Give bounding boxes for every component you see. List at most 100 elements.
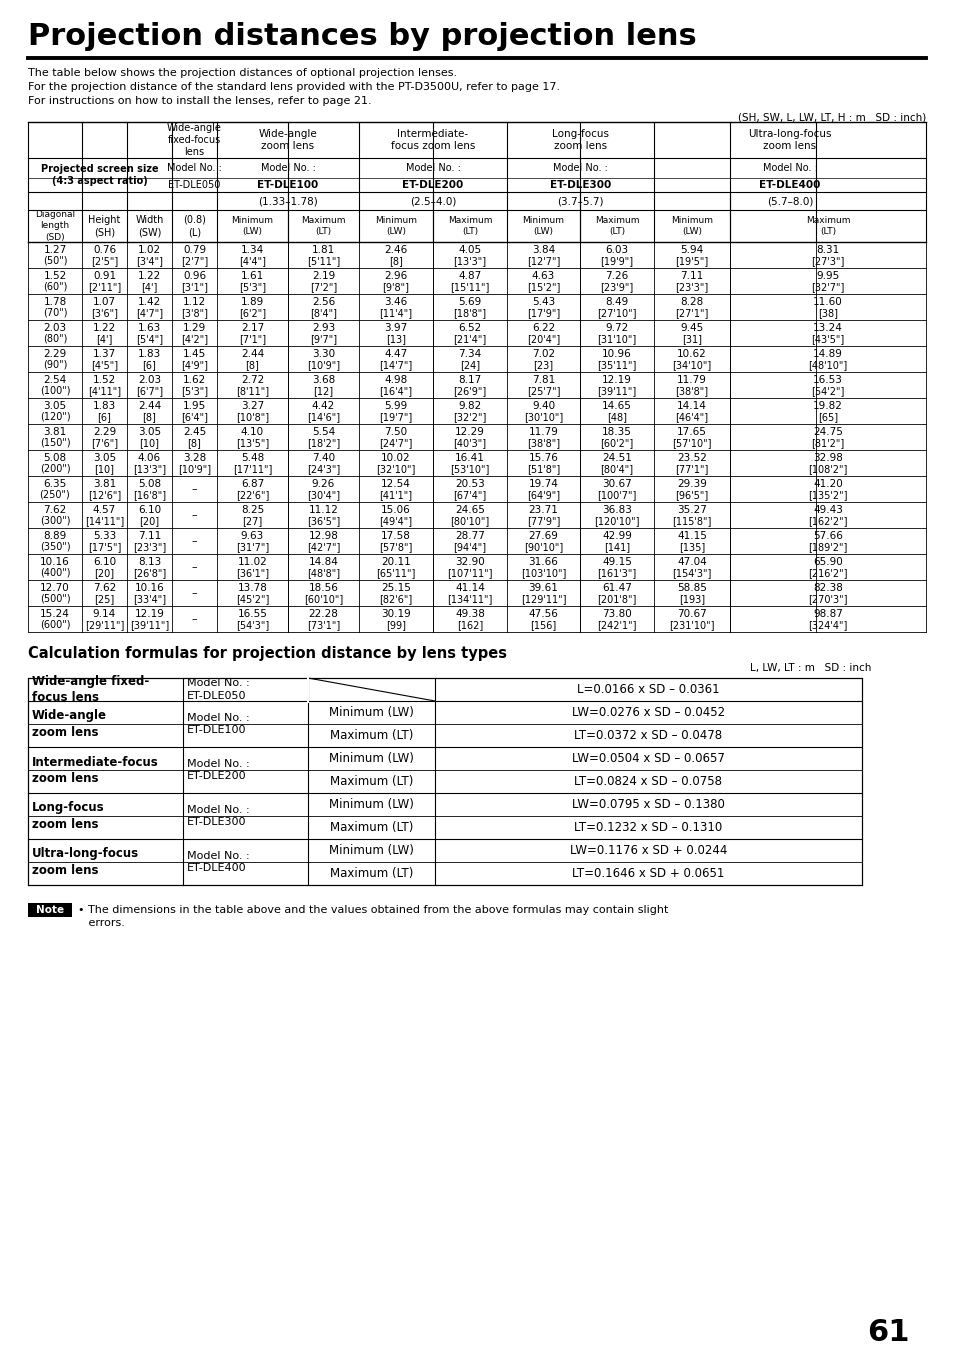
Text: [51'8"]: [51'8"]	[526, 464, 559, 473]
Text: (150"): (150")	[40, 437, 71, 448]
Text: [38'8"]: [38'8"]	[526, 437, 559, 448]
Text: Model No. :
ET-DLE400: Model No. : ET-DLE400	[187, 851, 250, 873]
Text: 30.19: 30.19	[381, 608, 411, 619]
Text: [5'11"]: [5'11"]	[307, 256, 340, 266]
Text: [100'7"]: [100'7"]	[597, 490, 636, 499]
Text: [7'6"]: [7'6"]	[91, 437, 118, 448]
Text: [29'11"]: [29'11"]	[85, 619, 124, 630]
Text: 3.05: 3.05	[44, 401, 67, 411]
Text: 14.84: 14.84	[308, 557, 338, 567]
Text: 1.07: 1.07	[92, 297, 116, 308]
Text: 3.28: 3.28	[183, 453, 206, 463]
Text: [25]: [25]	[94, 594, 114, 604]
Text: 29.39: 29.39	[677, 479, 706, 490]
Text: [53'10"]: [53'10"]	[450, 464, 489, 473]
Text: [3'4"]: [3'4"]	[136, 256, 163, 266]
Text: 3.81: 3.81	[92, 479, 116, 490]
Text: [77'9"]: [77'9"]	[526, 515, 559, 526]
Text: 27.69: 27.69	[528, 532, 558, 541]
Text: 11.60: 11.60	[812, 297, 842, 308]
Text: [14'7"]: [14'7"]	[379, 360, 413, 370]
Text: L, LW, LT : m   SD : inch: L, LW, LT : m SD : inch	[749, 662, 870, 673]
Text: [13'3"]: [13'3"]	[453, 256, 486, 266]
Text: 15.06: 15.06	[381, 505, 411, 515]
Text: 9.72: 9.72	[605, 322, 628, 333]
Text: Minimum
(LW): Minimum (LW)	[522, 216, 564, 236]
Text: L=0.0166 x SD – 0.0361: L=0.0166 x SD – 0.0361	[577, 683, 720, 696]
Text: 9.26: 9.26	[312, 479, 335, 490]
Text: 5.99: 5.99	[384, 401, 407, 411]
Text: –: –	[192, 510, 197, 519]
Text: 3.46: 3.46	[384, 297, 407, 308]
Text: 2.03: 2.03	[44, 322, 67, 333]
Text: [10]: [10]	[139, 437, 159, 448]
Text: 9.45: 9.45	[679, 322, 703, 333]
Text: 1.22: 1.22	[138, 271, 161, 281]
Text: [81'2"]: [81'2"]	[810, 437, 843, 448]
Text: Projected screen size
(4:3 aspect ratio): Projected screen size (4:3 aspect ratio)	[41, 163, 158, 186]
Text: [54'2"]: [54'2"]	[810, 386, 843, 395]
Text: 2.56: 2.56	[312, 297, 335, 308]
Bar	[28, 902, 71, 917]
Text: 36.83: 36.83	[601, 505, 631, 515]
Text: 5.08: 5.08	[44, 453, 67, 463]
Text: (3.7–5.7): (3.7–5.7)	[557, 196, 603, 206]
Text: [11'4"]: [11'4"]	[379, 308, 412, 318]
Text: 20.11: 20.11	[381, 557, 411, 567]
Text: [2'7"]: [2'7"]	[181, 256, 208, 266]
Text: 2.29: 2.29	[43, 349, 67, 359]
Text: [80'10"]: [80'10"]	[450, 515, 489, 526]
Text: 23.52: 23.52	[677, 453, 706, 463]
Text: [65]: [65]	[817, 411, 837, 422]
Text: [65'11"]: [65'11"]	[375, 568, 416, 577]
Text: [34'10"]: [34'10"]	[672, 360, 711, 370]
Text: [94'4"]: [94'4"]	[453, 542, 486, 552]
Text: [9'7"]: [9'7"]	[310, 333, 336, 344]
Text: 7.81: 7.81	[532, 375, 555, 384]
Text: 49.38: 49.38	[455, 608, 484, 619]
Text: 1.42: 1.42	[138, 297, 161, 308]
Text: 7.11: 7.11	[679, 271, 703, 281]
Text: 1.62: 1.62	[183, 375, 206, 384]
Text: [31'7"]: [31'7"]	[235, 542, 269, 552]
Text: 9.14: 9.14	[92, 608, 116, 619]
Text: [12'7"]: [12'7"]	[526, 256, 559, 266]
Text: [3'6"]: [3'6"]	[91, 308, 118, 318]
Text: 1.29: 1.29	[183, 322, 206, 333]
Text: [99]: [99]	[386, 619, 406, 630]
Text: 4.87: 4.87	[457, 271, 481, 281]
Text: 1.12: 1.12	[183, 297, 206, 308]
Text: [60'2"]: [60'2"]	[599, 437, 633, 448]
Text: [16'4"]: [16'4"]	[379, 386, 412, 395]
Text: 2.72: 2.72	[240, 375, 264, 384]
Text: 9.63: 9.63	[240, 532, 264, 541]
Text: 16.41: 16.41	[455, 453, 484, 463]
Text: [27]: [27]	[242, 515, 262, 526]
Text: 19.82: 19.82	[812, 401, 842, 411]
Text: 3.81: 3.81	[43, 428, 67, 437]
Text: [26'8"]: [26'8"]	[132, 568, 166, 577]
Text: [12]: [12]	[314, 386, 334, 395]
Text: [2'5"]: [2'5"]	[91, 256, 118, 266]
Text: Model No. :: Model No. :	[553, 163, 607, 173]
Text: –: –	[192, 484, 197, 494]
Text: 12.29: 12.29	[455, 428, 484, 437]
Text: 7.50: 7.50	[384, 428, 407, 437]
Text: (200"): (200")	[40, 464, 71, 473]
Text: 73.80: 73.80	[601, 608, 631, 619]
Text: Note: Note	[36, 905, 64, 915]
Text: [3'8"]: [3'8"]	[181, 308, 208, 318]
Text: [162]: [162]	[456, 619, 482, 630]
Text: [5'3"]: [5'3"]	[238, 282, 266, 291]
Text: [48'10"]: [48'10"]	[807, 360, 846, 370]
Text: Model No. :: Model No. :	[761, 163, 817, 173]
Text: 39.61: 39.61	[528, 583, 558, 594]
Text: [42'7"]: [42'7"]	[307, 542, 340, 552]
Text: (60"): (60")	[43, 282, 67, 291]
Text: [73'1"]: [73'1"]	[307, 619, 340, 630]
Text: [82'6"]: [82'6"]	[379, 594, 413, 604]
Text: (80"): (80")	[43, 333, 67, 344]
Text: [2'11"]: [2'11"]	[88, 282, 121, 291]
Text: 3.68: 3.68	[312, 375, 335, 384]
Text: 1.61: 1.61	[240, 271, 264, 281]
